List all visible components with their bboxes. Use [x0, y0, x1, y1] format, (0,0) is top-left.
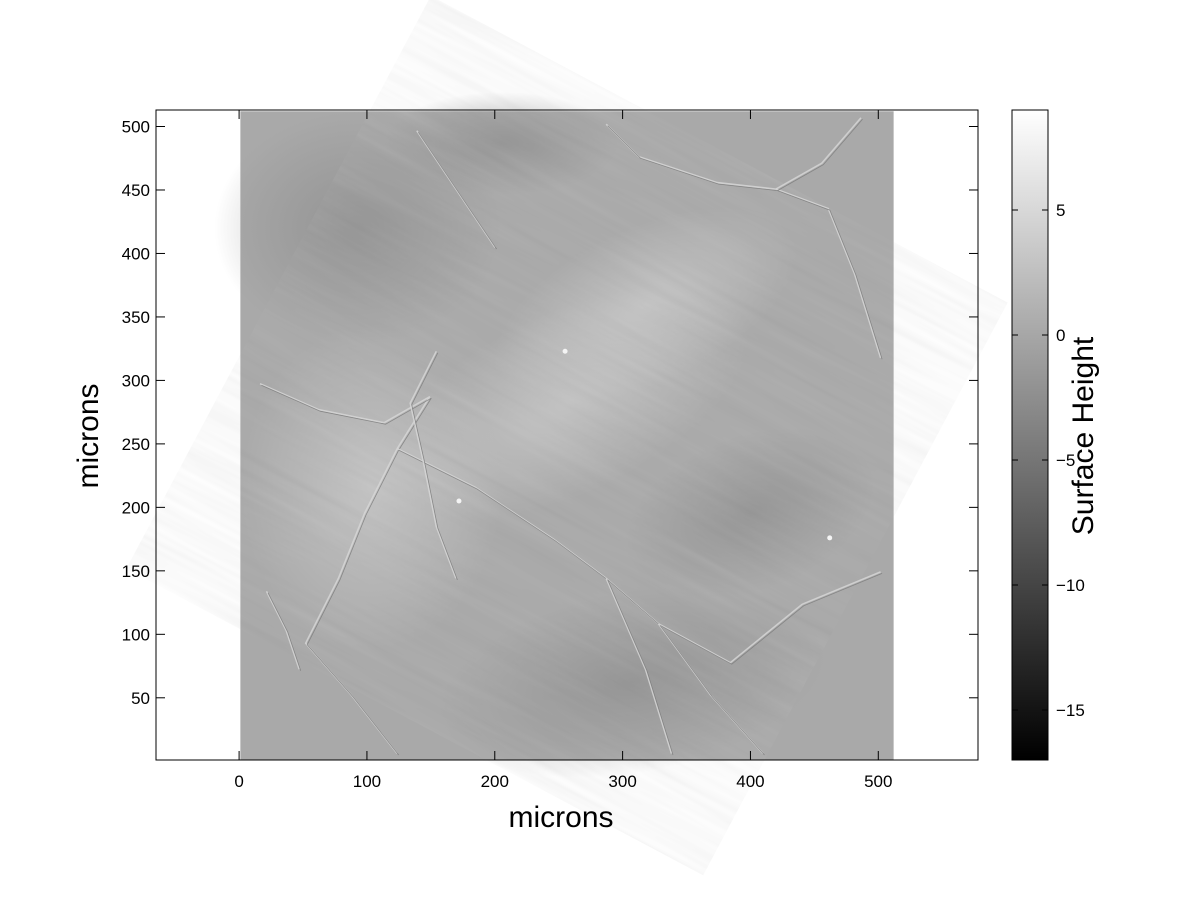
grain-boundary-8 — [265, 590, 300, 670]
surface-particle-1 — [827, 535, 833, 541]
colorbar-ticks: −15 −10 −5 0 5 — [1012, 201, 1085, 720]
y-tick-label: 400 — [122, 244, 150, 263]
grain-boundary-shadow-1 — [398, 449, 883, 665]
grain-boundary-shadow-2 — [659, 625, 765, 756]
grain-boundary-7 — [775, 117, 862, 190]
grain-boundary-shadow-8 — [267, 592, 302, 671]
x-axis-label: microns — [508, 801, 613, 834]
colorbar-tick-label: 0 — [1056, 326, 1065, 345]
grain-boundary-4 — [409, 350, 457, 579]
surface-image — [126, 0, 1008, 876]
colorbar-tick-label: −10 — [1056, 576, 1085, 595]
x-tick-label: 500 — [864, 772, 892, 791]
surface-particle-0 — [562, 348, 568, 354]
surface-particle-2 — [456, 498, 462, 504]
y-tick-label: 350 — [122, 308, 150, 327]
grain-boundary-3 — [605, 578, 673, 754]
colorbar-tick-label: −5 — [1056, 451, 1075, 470]
grain-boundary-shadow-5 — [417, 131, 497, 250]
x-tick-label: 400 — [736, 772, 764, 791]
y-tick-label: 500 — [122, 118, 150, 137]
grain-boundary-shadow-7 — [777, 119, 863, 191]
surface-features — [259, 117, 883, 756]
colorbar-tick-label: −15 — [1056, 701, 1085, 720]
y-tick-label: 250 — [122, 435, 150, 454]
grain-boundary-shadow-0 — [261, 384, 432, 756]
x-tick-label: 200 — [481, 772, 509, 791]
colorbar — [1011, 109, 1049, 761]
y-tick-label: 50 — [131, 689, 150, 708]
y-tick-label: 150 — [122, 562, 150, 581]
colorbar-tick-label: 5 — [1056, 201, 1065, 220]
y-tick-label: 100 — [122, 625, 150, 644]
plot-axes-box — [155, 109, 979, 761]
grain-boundary-5 — [416, 130, 496, 248]
y-axis-label: microns — [72, 383, 105, 488]
y-tick-label: 300 — [122, 371, 150, 390]
y-tick-label: 450 — [122, 181, 150, 200]
x-tick-label: 0 — [234, 772, 243, 791]
grain-boundary-shadow-4 — [411, 352, 458, 581]
x-axis-ticks: 0 100 200 300 400 500 — [234, 110, 892, 791]
x-tick-label: 100 — [353, 772, 381, 791]
y-tick-label: 200 — [122, 498, 150, 517]
y-axis-ticks: 50 100 150 200 250 300 350 400 450 500 — [122, 118, 978, 708]
grain-boundary-shadow-3 — [607, 579, 674, 756]
colorbar-label: Surface Height — [1067, 336, 1100, 535]
x-tick-label: 300 — [608, 772, 636, 791]
surface-texture — [126, 0, 1008, 876]
